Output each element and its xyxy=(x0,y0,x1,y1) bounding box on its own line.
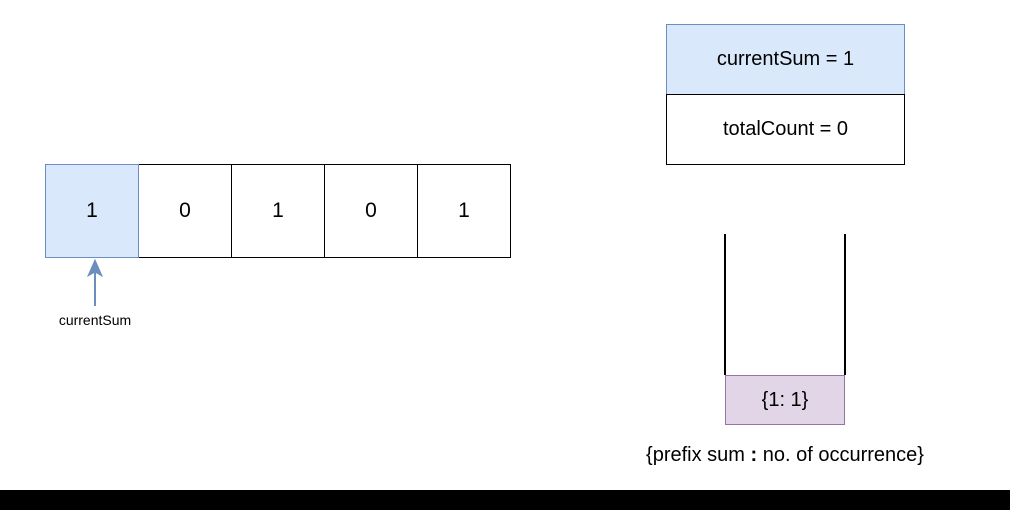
bottom-bar xyxy=(0,490,1010,510)
caption-suffix: no. of occurrence} xyxy=(757,444,924,466)
array-cell-1: 0 xyxy=(138,164,232,258)
binary-array: 1 0 1 0 1 xyxy=(45,164,511,258)
pointer-label: currentSum xyxy=(58,312,132,328)
total-count-box: totalCount = 0 xyxy=(666,94,905,165)
hashmap-entry: {1: 1} xyxy=(725,375,845,425)
array-cell-3: 0 xyxy=(324,164,418,258)
array-cell-2: 1 xyxy=(231,164,325,258)
current-sum-box: currentSum = 1 xyxy=(666,24,905,95)
array-cell-4: 1 xyxy=(417,164,511,258)
arrow-up-icon xyxy=(86,258,104,306)
hashmap-caption: {prefix sum : no. of occurrence} xyxy=(585,444,985,467)
caption-prefix: {prefix sum xyxy=(646,444,751,466)
hashmap-container xyxy=(724,234,846,375)
caption-separator: : xyxy=(750,444,758,466)
array-cell-0: 1 xyxy=(45,164,139,258)
